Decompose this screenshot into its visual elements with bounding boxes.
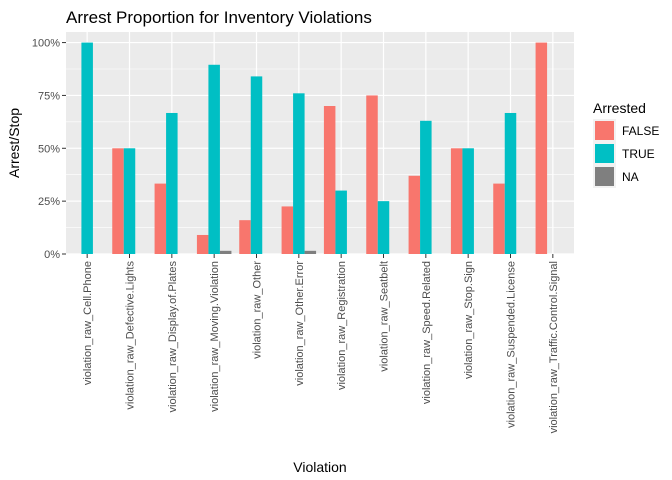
bar-true-3 <box>208 64 220 255</box>
bar-false-5 <box>281 206 294 254</box>
legend-label-na: NA <box>622 170 639 184</box>
bar-false-8 <box>408 175 421 254</box>
bar-false-7 <box>366 95 378 254</box>
x-tick-label: violation_raw_Cell.Phone <box>82 261 94 385</box>
bar-false-4 <box>239 220 251 254</box>
y-tick-label: 0% <box>44 249 60 261</box>
bar-true-1 <box>123 148 136 254</box>
bar-true-6 <box>335 190 347 254</box>
x-tick-label: violation_raw_Stop.Sign <box>463 261 475 379</box>
x-tick-label: violation_raw_Traffic.Control.Signal <box>548 261 560 433</box>
bar-true-10 <box>504 112 517 254</box>
chart-title: Arrest Proportion for Inventory Violatio… <box>66 8 372 27</box>
bar-true-4 <box>250 76 263 255</box>
legend-swatch-true <box>595 144 614 163</box>
bar-false-9 <box>450 148 463 254</box>
bar-false-2 <box>154 183 167 254</box>
x-tick-label: violation_raw_Display.of.Plates <box>167 261 179 413</box>
legend-label-true: TRUE <box>622 147 655 161</box>
bar-true-8 <box>420 120 432 254</box>
x-tick-label: violation_raw_Defective.Lights <box>125 261 137 410</box>
y-tick-label: 25% <box>38 196 60 208</box>
x-axis-title: Violation <box>293 459 346 475</box>
y-axis-title: Arrest/Stop <box>6 108 22 178</box>
legend-swatch-na <box>595 167 614 186</box>
bar-false-1 <box>112 148 124 254</box>
bar-true-9 <box>462 148 474 254</box>
bar-true-2 <box>166 112 178 254</box>
y-tick-label: 100% <box>32 38 60 50</box>
bar-true-5 <box>293 93 305 254</box>
x-tick-label: violation_raw_Other <box>252 261 264 359</box>
y-tick-label: 75% <box>38 90 60 102</box>
x-tick-label: violation_raw_Other.Error <box>294 261 306 386</box>
x-tick-label: violation_raw_Moving.Violation <box>209 261 221 412</box>
bar-false-10 <box>493 183 505 254</box>
legend-title: Arrested <box>593 100 646 116</box>
bar-true-7 <box>377 201 390 254</box>
x-tick-label: violation_raw_Registration <box>336 261 348 390</box>
bar-true-0 <box>81 42 93 255</box>
bars <box>81 42 548 255</box>
bar-na-5 <box>304 250 317 254</box>
legend-swatch-false <box>595 121 614 140</box>
legend: Arrested FALSE TRUE NA <box>593 100 659 188</box>
x-tick-label: violation_raw_Suspended.License <box>506 261 518 428</box>
bar-false-11 <box>535 42 548 255</box>
bar-false-3 <box>196 234 209 254</box>
x-tick-label: violation_raw_Seatbelt <box>379 261 391 372</box>
y-tick-label: 50% <box>38 143 60 155</box>
x-axis: violation_raw_Cell.Phone violation_raw_De… <box>82 254 560 433</box>
legend-label-false: FALSE <box>622 124 659 138</box>
x-tick-label: violation_raw_Speed.Related <box>421 261 433 404</box>
y-axis: 0% 25% 50% 75% 100% <box>32 38 66 261</box>
bar-false-6 <box>323 106 336 254</box>
bar-na-3 <box>219 250 232 254</box>
